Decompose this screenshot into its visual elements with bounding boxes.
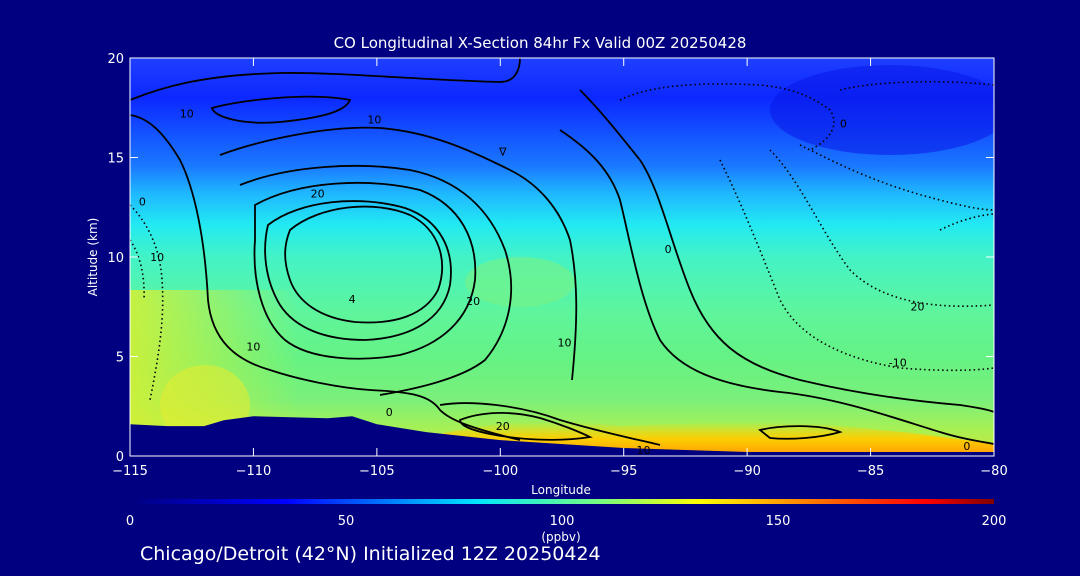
- y-tick-label: 20: [107, 52, 124, 67]
- contour-labels: 10 10 20 0 10 4 20 10 10 0 20 10 0 20 -10 0 0 ∇: [139, 108, 971, 457]
- co-negative-contours: [130, 80, 994, 401]
- run-info-footer: Chicago/Detroit (42°N) Initialized 12Z 2…: [140, 543, 601, 565]
- contour-value-label: 0: [139, 195, 146, 208]
- contour-value-label: 4: [349, 293, 356, 306]
- y-tick-label: 0: [116, 450, 124, 465]
- contour-value-label: 10: [246, 341, 260, 354]
- colorbar-unit-label: (ppbv): [541, 530, 580, 544]
- terrain-mask: [130, 416, 994, 456]
- contour-value-label: 20: [910, 301, 924, 314]
- contour-value-label: 0: [963, 440, 970, 453]
- contour-value-label: 0: [840, 118, 847, 131]
- contour-value-label: 10: [636, 444, 650, 457]
- y-axis: 0 5 10 15 20: [107, 52, 994, 465]
- x-tick-label: −115: [112, 464, 148, 479]
- x-tick-label: −110: [236, 464, 272, 479]
- contour-value-label: 0: [665, 243, 672, 256]
- contour-value-label: 0: [386, 406, 393, 419]
- y-tick-label: 5: [116, 351, 124, 366]
- y-tick-label: 15: [107, 152, 124, 167]
- x-tick-label: −95: [610, 464, 637, 479]
- colorbar-tick-label: 150: [766, 514, 791, 529]
- colorbar-tick-label: 200: [982, 514, 1007, 529]
- chart-title: CO Longitudinal X-Section 84hr Fx Valid …: [333, 34, 747, 52]
- x-axis: −115 −110 −105 −100 −95 −90 −85 −80: [112, 58, 1008, 479]
- colorbar-tick-label: 100: [550, 514, 575, 529]
- co-concentration-field: [130, 58, 994, 456]
- contour-value-label: 10: [150, 251, 164, 264]
- colorbar-tick-label: 0: [126, 514, 134, 529]
- co-contour-lines: [130, 58, 994, 446]
- contour-value-label: 10: [367, 114, 381, 127]
- contour-value-label: 10: [557, 337, 571, 350]
- contour-value-label: ∇: [498, 146, 507, 159]
- x-tick-label: −80: [980, 464, 1007, 479]
- colorbar-tick-label: 50: [338, 514, 355, 529]
- x-tick-label: −105: [359, 464, 395, 479]
- x-axis-label: Longitude: [531, 483, 591, 497]
- contour-value-label: -10: [889, 356, 907, 369]
- colorbar-ticks: 0 50 100 150 200: [126, 514, 1007, 529]
- contour-value-label: 20: [466, 295, 480, 308]
- contour-value-label: 20: [311, 187, 325, 200]
- contour-value-label: 20: [496, 420, 510, 433]
- x-tick-label: −100: [482, 464, 518, 479]
- y-tick-label: 10: [107, 251, 124, 266]
- colorbar: [130, 499, 994, 504]
- contour-value-label: 10: [180, 108, 194, 121]
- x-tick-label: −85: [857, 464, 884, 479]
- y-axis-label: Altitude (km): [86, 218, 100, 297]
- x-tick-label: −90: [733, 464, 760, 479]
